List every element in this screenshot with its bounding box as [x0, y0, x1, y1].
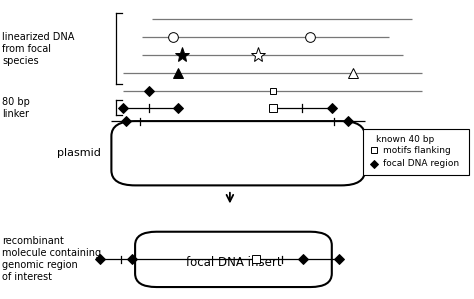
Text: 80 bp
linker: 80 bp linker: [2, 97, 30, 119]
Text: known 40 bp: known 40 bp: [376, 135, 434, 144]
Text: linearized DNA
from focal
species: linearized DNA from focal species: [2, 32, 75, 65]
FancyBboxPatch shape: [111, 121, 365, 185]
Text: motifs flanking: motifs flanking: [383, 146, 450, 155]
Text: plasmid: plasmid: [57, 148, 101, 158]
Text: recombinant
molecule containing
genomic region
of interest: recombinant molecule containing genomic …: [2, 237, 101, 282]
FancyBboxPatch shape: [135, 232, 332, 287]
Text: focal DNA insert: focal DNA insert: [186, 256, 281, 269]
FancyBboxPatch shape: [363, 129, 469, 175]
Text: focal DNA region: focal DNA region: [383, 159, 459, 168]
